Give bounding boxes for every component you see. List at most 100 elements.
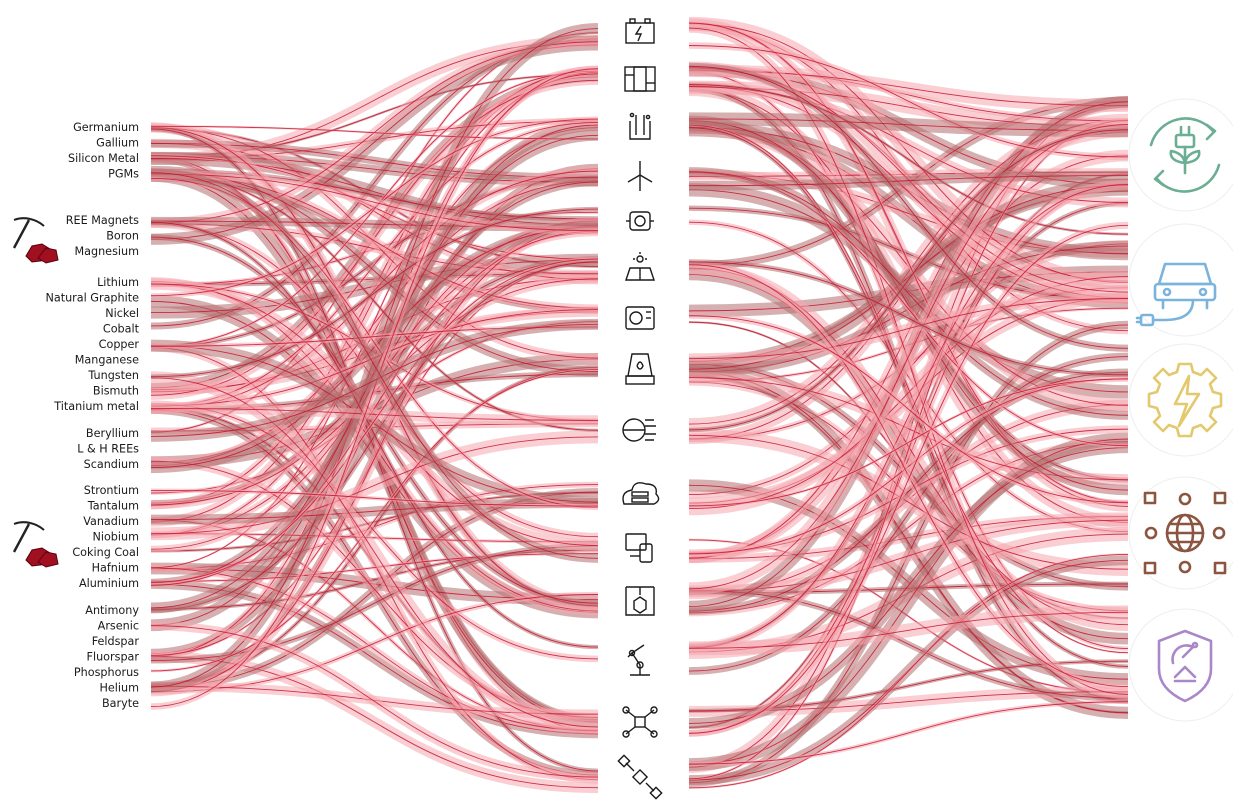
- flow-line: [150, 377, 599, 728]
- 3d-printing-icon: [625, 586, 655, 616]
- flow-line: [688, 315, 1129, 504]
- flow-line: [150, 258, 599, 583]
- material-label: Arsenic: [98, 620, 139, 633]
- material-label: Fluorspar: [87, 651, 140, 664]
- material-label: Cobalt: [103, 323, 140, 336]
- solar-panel-icon: [625, 252, 655, 281]
- energy-intensive-industry-icon: [1128, 343, 1233, 457]
- devices-icon: [625, 533, 653, 563]
- material-label: Silicon Metal: [68, 152, 139, 165]
- electrolyser-icon: [629, 112, 651, 140]
- flow-line: [150, 436, 599, 535]
- flow-line: [688, 175, 1129, 187]
- material-label: PGMs: [108, 168, 139, 181]
- technology-to-sector-flows: [688, 16, 1129, 789]
- material-label: Hafnium: [92, 562, 139, 575]
- flow-line: [688, 589, 1129, 699]
- flow-line: [688, 519, 1129, 592]
- material-label: Aluminium: [79, 577, 139, 590]
- flow-line: [688, 356, 1129, 672]
- flow-line: [150, 68, 599, 708]
- material-label: Feldspar: [92, 635, 140, 648]
- material-label: REE Magnets: [66, 214, 139, 227]
- material-label: Nickel: [105, 307, 139, 320]
- battery-icon: [625, 18, 655, 44]
- cloud-data-server-icon: [622, 482, 660, 505]
- material-label: Titanium metal: [53, 400, 139, 413]
- material-label: Niobium: [92, 531, 139, 544]
- material-label: Gallium: [96, 137, 139, 150]
- mining-icons: [12, 217, 59, 568]
- flow-line: [150, 143, 599, 179]
- technology-icons: [617, 18, 663, 800]
- flow-line: [688, 261, 1129, 376]
- flow-line: [150, 323, 599, 437]
- material-label: Baryte: [102, 697, 139, 710]
- digital-icon: [1128, 476, 1233, 590]
- material-to-technology-flows: [150, 23, 599, 794]
- flow-line: [150, 170, 599, 372]
- flow-line: [688, 224, 1129, 734]
- material-label: Phosphorus: [74, 666, 139, 679]
- pickaxe-ore-icon: [12, 217, 59, 264]
- flow-line: [688, 378, 1129, 507]
- material-label: Tantalum: [87, 500, 139, 513]
- material-label: Lithium: [97, 276, 139, 289]
- flow-line: [688, 221, 1129, 533]
- material-label: Copper: [99, 338, 140, 351]
- pickaxe-ore-icon: [12, 521, 59, 568]
- material-label: Natural Graphite: [45, 292, 139, 305]
- defence-space-icon: [1128, 608, 1233, 722]
- flow-line: [688, 124, 1129, 654]
- flow-line: [688, 124, 1129, 590]
- flow-line: [688, 70, 1129, 107]
- flow-line: [688, 118, 1129, 132]
- flow-line: [150, 208, 599, 378]
- flow-line: [150, 173, 599, 232]
- material-labels: Germanium Gallium Silicon Metal PGMs REE Mag…: [45, 121, 139, 710]
- flow-line: [688, 65, 1129, 349]
- flow-line: [688, 701, 1129, 765]
- flow-line: [150, 345, 599, 503]
- flow-line: [150, 172, 599, 559]
- material-label: Beryllium: [86, 427, 139, 440]
- flow-line: [688, 438, 1129, 765]
- flow-line: [150, 221, 599, 648]
- flow-line: [688, 553, 1129, 789]
- material-label: Scandium: [84, 458, 139, 471]
- satellite-icon: [617, 754, 663, 800]
- material-label: Tungsten: [87, 369, 139, 382]
- wind-turbine-icon: [627, 161, 653, 191]
- flow-line: [688, 23, 1129, 283]
- flow-line: [150, 407, 599, 421]
- material-label: Bismuth: [93, 385, 139, 398]
- fuel-cell-icon: [624, 66, 656, 92]
- material-label: Boron: [106, 230, 139, 243]
- industrial-furnace-icon: [625, 353, 655, 385]
- material-label: L & H REEs: [77, 443, 139, 456]
- material-label: Helium: [99, 682, 139, 695]
- material-label: Manganese: [75, 354, 139, 367]
- flow-line: [688, 298, 1129, 360]
- flow-line: [688, 434, 1129, 570]
- sector-icons: [1128, 98, 1233, 722]
- material-label: Coking Coal: [72, 546, 139, 559]
- heat-pump-icon: [625, 306, 655, 330]
- material-label: Vanadium: [83, 515, 139, 528]
- drone-icon: [622, 706, 658, 738]
- flow-line: [150, 369, 599, 672]
- material-label: Antimony: [85, 604, 139, 617]
- flow-line: [150, 489, 599, 507]
- electric-mobility-icon: [1128, 223, 1233, 337]
- flow-line: [688, 611, 1129, 649]
- robotic-arm-icon: [627, 644, 650, 676]
- material-label: Strontium: [84, 484, 139, 497]
- flow-line: [150, 403, 599, 660]
- material-label: Magnesium: [74, 245, 139, 258]
- flow-line: [688, 129, 1129, 431]
- flow-line: [150, 70, 599, 347]
- flow-line: [150, 125, 599, 140]
- flow-line: [688, 84, 1129, 235]
